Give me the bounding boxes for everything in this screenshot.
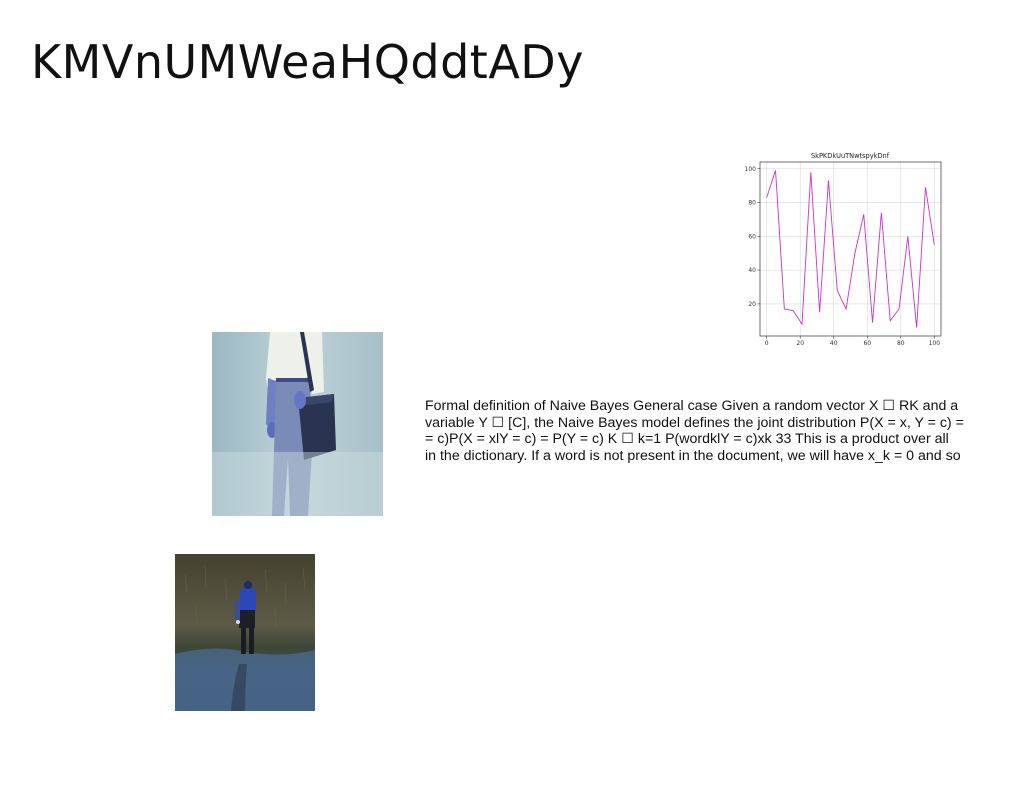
x-tick-label: 80 [897,340,905,347]
person-with-bag-image [212,332,383,516]
line-chart: SkPKDkUuTNwtspykDnf 0 20 40 60 80 100 20 40 60 80… [740,148,944,352]
chart-ticks: 0 20 40 60 80 100 20 40 60 80 100 [745,166,941,347]
x-tick-label: 60 [863,340,871,347]
body-text-region: Formal definition of Naive Bayes General… [420,395,1024,475]
y-tick-label: 40 [748,267,756,274]
x-tick-label: 0 [765,340,769,347]
hiker-in-field-photo [175,554,315,711]
body-text-line: Formal definition of Naive Bayes General… [425,398,959,414]
x-tick-label: 40 [830,340,838,347]
body-text-line: variable Y ☐ [C], the Naive Bayes model … [425,414,964,431]
line-chart-svg: SkPKDkUuTNwtspykDnf 0 20 40 60 80 100 20 40 60 80… [745,152,942,347]
chart-title: SkPKDkUuTNwtspykDnf [811,152,890,160]
person-with-bag-photo [212,332,383,516]
y-tick-label: 20 [748,301,756,308]
x-tick-label: 20 [796,340,804,347]
chart-grid [760,162,941,336]
y-tick-label: 80 [748,200,756,207]
series-line [766,170,935,328]
y-tick-label: 60 [748,233,756,240]
chart-frame [759,161,942,337]
x-tick-label: 100 [929,340,941,347]
body-text-line: = c)P(X = xlY = c) = P(Y = c) K ☐ k=1 P(… [425,431,949,447]
slide-title: KMVnUMWeaHQddtADy [31,35,584,89]
body-text: Formal definition of Naive Bayes General… [425,398,1024,464]
chart-series [766,170,935,328]
body-text-line: in the dictionary. If a word is not pres… [425,447,961,464]
y-tick-label: 100 [745,166,757,173]
hiker-in-field-image [175,554,315,711]
